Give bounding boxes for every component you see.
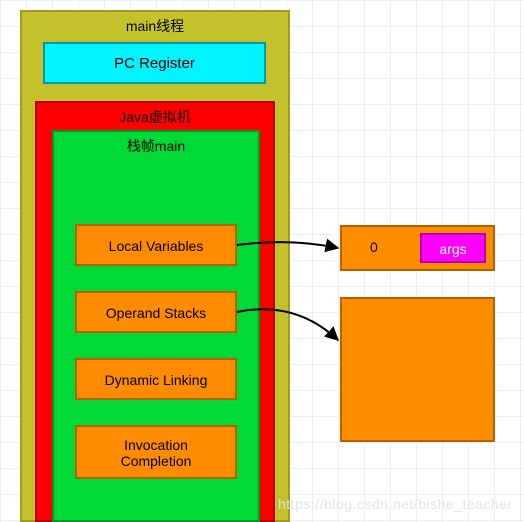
invocation-completion-box: InvocationCompletion: [75, 425, 237, 479]
args-label: args: [422, 235, 484, 263]
stack-frame-label: 栈帧main: [54, 132, 258, 156]
operand-stacks-label: Operand Stacks: [77, 293, 235, 333]
watermark: https://blog.csdn.net/bishe_teacher: [278, 496, 513, 512]
local-variables-label: Local Variables: [77, 226, 235, 266]
args-box: args: [420, 233, 486, 263]
invocation-completion-label: InvocationCompletion: [77, 427, 235, 469]
dynamic-linking-box: Dynamic Linking: [75, 358, 237, 400]
operand-stacks-box: Operand Stacks: [75, 291, 237, 333]
pc-register-box: PC Register: [43, 42, 266, 84]
jvm-label: Java虚拟机: [37, 103, 273, 127]
pc-register-label: PC Register: [45, 44, 264, 84]
local-var-index: 0: [370, 239, 378, 255]
main-thread-label: main线程: [22, 12, 288, 36]
operand-stack-area: [340, 297, 495, 442]
dynamic-linking-label: Dynamic Linking: [77, 360, 235, 400]
local-variables-box: Local Variables: [75, 224, 237, 266]
